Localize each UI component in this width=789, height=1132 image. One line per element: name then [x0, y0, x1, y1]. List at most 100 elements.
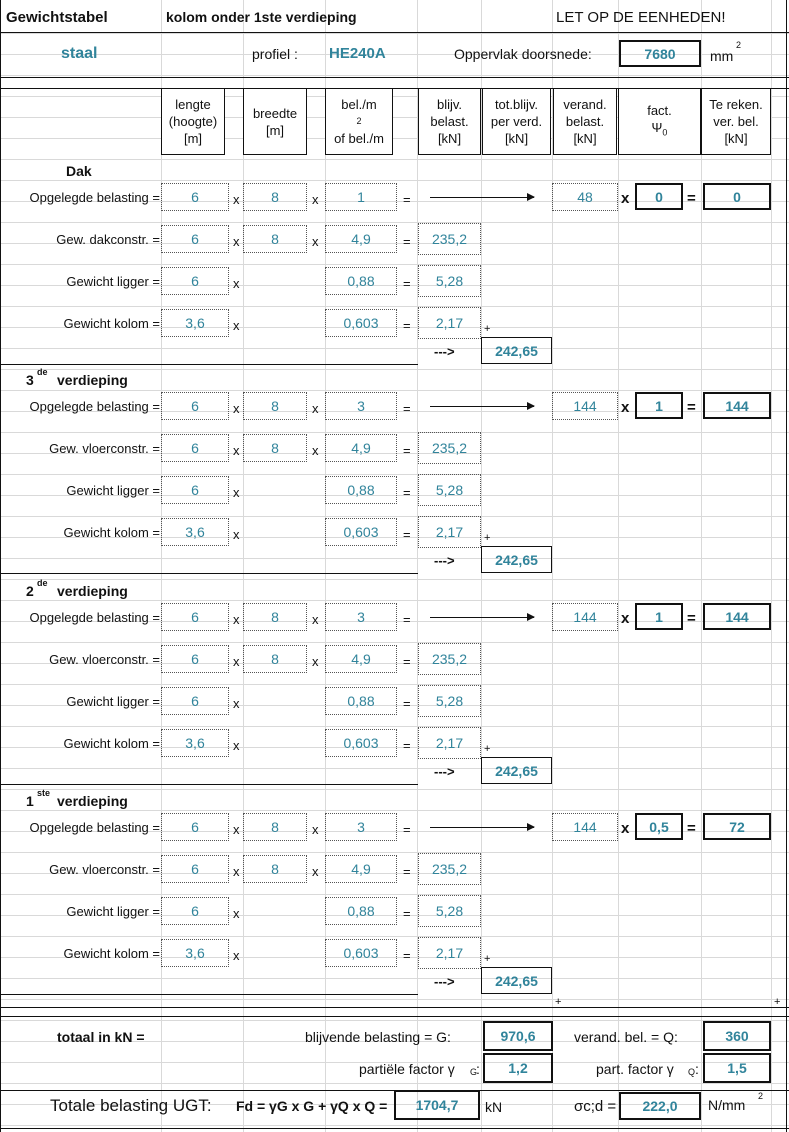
length-input[interactable]: 6 [161, 476, 229, 504]
variable-load-value[interactable]: 144 [552, 813, 618, 841]
length-input[interactable]: 6 [161, 813, 229, 841]
permanent-load-value[interactable]: 2,17 [418, 727, 481, 759]
variable-load-value[interactable]: 48 [552, 183, 618, 211]
row-label: Gewicht ligger = [66, 483, 160, 498]
calc-variable-load[interactable]: 144 [703, 392, 771, 419]
calc-variable-load[interactable]: 0 [703, 183, 771, 210]
times-sign: x [233, 527, 240, 542]
col-load-header-line: of bel./m [334, 131, 384, 146]
load-input[interactable]: 3 [325, 813, 397, 841]
permanent-total-G[interactable]: 970,6 [483, 1021, 553, 1051]
permanent-load-value[interactable]: 235,2 [418, 432, 481, 464]
col-calc-var-header-line: [kN] [724, 131, 748, 146]
variable-load-value[interactable]: 144 [552, 603, 618, 631]
gamma-g-value[interactable]: 1,2 [483, 1053, 553, 1083]
psi-factor-input[interactable]: 1 [635, 603, 683, 630]
load-input[interactable]: 0,88 [325, 897, 397, 925]
col-load-header: bel./m 2 of bel./m [325, 88, 393, 155]
length-input[interactable]: 6 [161, 225, 229, 253]
width-input[interactable]: 8 [243, 225, 307, 253]
permanent-load-value[interactable]: 2,17 [418, 937, 481, 969]
times-sign: x [233, 822, 240, 837]
variable-load-value[interactable]: 144 [552, 392, 618, 420]
times-sign: x [621, 820, 630, 837]
equals-sign: = [403, 696, 411, 711]
length-input[interactable]: 6 [161, 183, 229, 211]
width-input[interactable]: 8 [243, 645, 307, 673]
times-sign: x [233, 276, 240, 291]
permanent-load-value[interactable]: 235,2 [418, 853, 481, 885]
load-input[interactable]: 4,9 [325, 225, 397, 253]
load-input[interactable]: 0,603 [325, 939, 397, 967]
calc-variable-load[interactable]: 72 [703, 813, 771, 840]
permanent-load-value[interactable]: 5,28 [418, 265, 481, 297]
load-input[interactable]: 0,603 [325, 729, 397, 757]
subtotal-permanent[interactable]: 242,65 [481, 546, 552, 573]
permanent-load-value[interactable]: 235,2 [418, 223, 481, 255]
length-input[interactable]: 6 [161, 645, 229, 673]
psi-factor-input[interactable]: 0 [635, 183, 683, 210]
design-stress-value[interactable]: 222,0 [619, 1092, 701, 1120]
load-input[interactable]: 0,88 [325, 267, 397, 295]
load-input[interactable]: 0,88 [325, 476, 397, 504]
times-sign: x [233, 654, 240, 669]
times-sign: x [233, 192, 240, 207]
subtotal-permanent[interactable]: 242,65 [481, 757, 552, 784]
length-input[interactable]: 6 [161, 897, 229, 925]
plus-sign: + [484, 743, 491, 755]
variable-total-Q[interactable]: 360 [703, 1021, 771, 1051]
design-load-Fd[interactable]: 1704,7 [394, 1090, 480, 1120]
subtotal-arrow: ---> [434, 974, 455, 989]
permanent-load-value[interactable]: 5,28 [418, 474, 481, 506]
width-input[interactable]: 8 [243, 434, 307, 462]
load-input[interactable]: 4,9 [325, 855, 397, 883]
length-input[interactable]: 6 [161, 434, 229, 462]
load-input[interactable]: 3 [325, 392, 397, 420]
permanent-load-value[interactable]: 2,17 [418, 307, 481, 339]
col-width-header-line: breedte [252, 105, 298, 121]
gamma-q-value[interactable]: 1,5 [703, 1053, 771, 1083]
permanent-load-value[interactable]: 235,2 [418, 643, 481, 675]
length-input[interactable]: 3,6 [161, 309, 229, 337]
plus-sign: + [555, 996, 562, 1008]
load-input[interactable]: 4,9 [325, 645, 397, 673]
sheet-subtitle: kolom onder 1ste verdieping [166, 9, 357, 25]
width-input[interactable]: 8 [243, 603, 307, 631]
psi-factor-input[interactable]: 1 [635, 392, 683, 419]
length-input[interactable]: 3,6 [161, 939, 229, 967]
length-input[interactable]: 6 [161, 855, 229, 883]
length-input[interactable]: 6 [161, 603, 229, 631]
permanent-load-value[interactable]: 2,17 [418, 516, 481, 548]
equals-sign: = [403, 738, 411, 753]
load-input[interactable]: 3 [325, 603, 397, 631]
col-total-perm-header-line: tot.blijv. [494, 97, 539, 112]
width-input[interactable]: 8 [243, 392, 307, 420]
section-title-rest: verdieping [57, 372, 128, 388]
load-input[interactable]: 1 [325, 183, 397, 211]
length-input[interactable]: 6 [161, 267, 229, 295]
length-input[interactable]: 6 [161, 392, 229, 420]
subtotal-permanent[interactable]: 242,65 [481, 967, 552, 994]
area-value[interactable]: 7680 [619, 40, 701, 67]
width-input[interactable]: 8 [243, 813, 307, 841]
load-input[interactable]: 0,88 [325, 687, 397, 715]
calc-variable-load[interactable]: 144 [703, 603, 771, 630]
col-calc-var-header: Te reken. ver. bel. [kN] [701, 88, 771, 155]
width-input[interactable]: 8 [243, 855, 307, 883]
length-input[interactable]: 3,6 [161, 729, 229, 757]
psi-factor-input[interactable]: 0,5 [635, 813, 683, 840]
permanent-load-value[interactable]: 5,28 [418, 895, 481, 927]
col-factor-header: fact. Ψ0 [618, 88, 701, 155]
length-input[interactable]: 6 [161, 687, 229, 715]
permanent-load-value[interactable]: 5,28 [418, 685, 481, 717]
permanent-total-label: blijvende belasting = G: [305, 1029, 451, 1045]
load-input[interactable]: 0,603 [325, 309, 397, 337]
width-input[interactable]: 8 [243, 183, 307, 211]
col-var-header-line: belast. [565, 114, 605, 129]
row-label: Gew. dakconstr. = [56, 232, 160, 247]
subtotal-permanent[interactable]: 242,65 [481, 337, 552, 364]
area-unit-exponent: 2 [736, 40, 742, 50]
load-input[interactable]: 0,603 [325, 518, 397, 546]
load-input[interactable]: 4,9 [325, 434, 397, 462]
length-input[interactable]: 3,6 [161, 518, 229, 546]
